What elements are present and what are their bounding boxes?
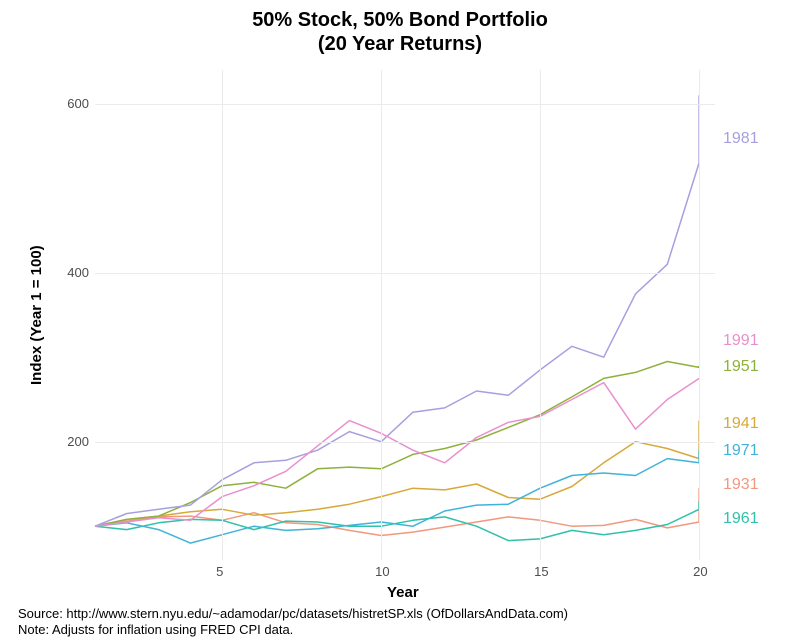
gridline-x [381,70,382,560]
line-series-svg [95,70,715,560]
gridline-y [95,104,715,105]
title-line-1: 50% Stock, 50% Bond Portfolio [252,9,548,31]
x-tick-label: 20 [693,564,707,579]
series-line-1951 [95,362,699,527]
series-label-1981: 1981 [723,130,759,148]
series-label-1961: 1961 [723,510,759,528]
gridline-x [540,70,541,560]
y-axis-label: Index (Year 1 = 100) [28,245,45,385]
x-tick-label: 10 [375,564,389,579]
y-tick-label: 400 [67,265,89,280]
series-line-1971 [95,450,699,543]
chart-container: 50% Stock, 50% Bond Portfolio (20 Year R… [0,0,800,640]
series-label-1991: 1991 [723,332,759,350]
title-line-2: (20 Year Returns) [318,33,482,55]
y-tick-label: 200 [67,434,89,449]
gridline-x [222,70,223,560]
footnote-note: Note: Adjusts for inflation using FRED C… [18,622,293,637]
series-line-1961 [95,501,699,541]
series-label-1971: 1971 [723,442,759,460]
y-tick-label: 600 [67,96,89,111]
x-tick-label: 5 [216,564,223,579]
x-tick-label: 15 [534,564,548,579]
gridline-y [95,442,715,443]
plot-area [95,70,715,560]
gridline-x [699,70,700,560]
chart-title: 50% Stock, 50% Bond Portfolio (20 Year R… [0,8,800,56]
series-label-1931: 1931 [723,476,759,494]
series-label-1941: 1941 [723,415,759,433]
footnote-source: Source: http://www.stern.nyu.edu/~adamod… [18,606,568,621]
series-label-1951: 1951 [723,358,759,376]
gridline-y [95,273,715,274]
x-axis-label: Year [387,584,419,601]
